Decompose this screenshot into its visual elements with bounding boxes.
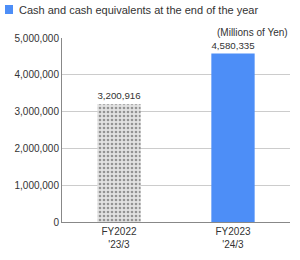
svg-text:3,200,916: 3,200,916 xyxy=(97,90,140,101)
svg-text:FY2023'24/3: FY2023'24/3 xyxy=(215,226,250,250)
svg-text:5,000,000: 5,000,000 xyxy=(15,33,60,44)
svg-text:FY2022'23/3: FY2022'23/3 xyxy=(101,226,136,250)
svg-text:4,580,335: 4,580,335 xyxy=(211,40,254,51)
svg-text:2,000,000: 2,000,000 xyxy=(15,143,60,154)
svg-text:3,000,000: 3,000,000 xyxy=(15,106,60,117)
svg-text:1,000,000: 1,000,000 xyxy=(15,180,60,191)
svg-text:0: 0 xyxy=(53,217,59,228)
svg-text:Cash and cash equivalents at t: Cash and cash equivalents at the end of … xyxy=(19,4,258,16)
svg-text:(Millions of Yen): (Millions of Yen) xyxy=(217,27,288,38)
svg-text:4,000,000: 4,000,000 xyxy=(15,69,60,80)
